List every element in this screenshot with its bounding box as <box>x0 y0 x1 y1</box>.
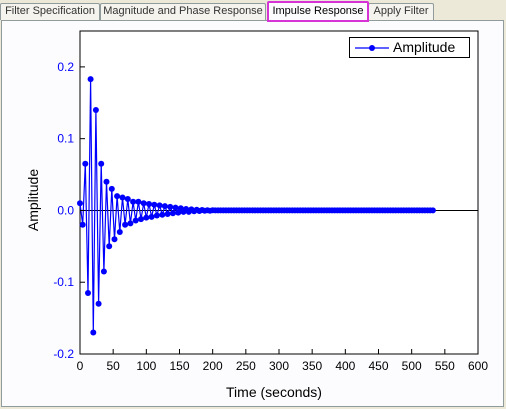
data-point <box>164 211 171 217</box>
x-tick-label: 100 <box>136 359 156 373</box>
x-tick-label: 0 <box>77 359 84 373</box>
tab-impulse-response[interactable]: Impulse Response <box>267 1 369 22</box>
tab-bar: Filter Specification Magnitude and Phase… <box>0 0 506 22</box>
x-tick-label: 500 <box>402 359 422 373</box>
data-point <box>114 193 121 200</box>
data-point <box>151 201 158 208</box>
x-tick-label: 150 <box>169 359 189 373</box>
data-point <box>153 212 160 219</box>
data-point <box>140 200 147 207</box>
data-point <box>82 160 89 167</box>
data-point <box>95 300 102 307</box>
data-point <box>156 202 163 209</box>
data-point <box>103 178 110 185</box>
data-point <box>132 217 139 224</box>
x-axis-label: Time (seconds) <box>226 384 322 400</box>
data-point <box>130 198 137 205</box>
x-tick-label: 400 <box>335 359 355 373</box>
x-tick-label: 550 <box>435 359 455 373</box>
data-point <box>106 243 113 250</box>
y-tick-label: -0.2 <box>53 347 74 361</box>
data-point <box>146 201 152 207</box>
data-point <box>100 268 107 275</box>
data-point <box>172 204 179 211</box>
x-tick-label: 250 <box>236 359 256 373</box>
tab-filter-specification[interactable]: Filter Specification <box>0 3 100 20</box>
x-tick-label: 350 <box>302 359 322 373</box>
data-point <box>169 210 176 217</box>
legend-entry-amplitude: Amplitude <box>393 39 456 55</box>
x-tick-label: 450 <box>368 359 388 373</box>
data-point <box>98 160 105 167</box>
data-point <box>85 290 91 296</box>
y-axis-label: Amplitude <box>25 169 41 231</box>
data-point <box>87 76 94 83</box>
data-point <box>148 213 155 220</box>
data-point <box>122 221 129 228</box>
axis-layer: 0 50 100 150 200 250 300 350 400 450 500 550 600 -0.2… <box>53 60 488 373</box>
data-point <box>127 220 134 227</box>
tab-magnitude-and-phase-response[interactable]: Magnitude and Phase Response <box>100 3 266 20</box>
data-point <box>77 200 83 207</box>
legend-marker-icon <box>355 45 389 51</box>
x-tick-label: 200 <box>203 359 223 373</box>
y-tick-label: -0.1 <box>53 275 74 289</box>
data-point <box>161 203 168 210</box>
data-point <box>116 229 123 235</box>
tab-apply-filter[interactable]: Apply Filter <box>368 3 434 20</box>
data-point <box>167 203 174 210</box>
data-point <box>143 214 150 221</box>
y-tick-label: 0.1 <box>57 132 74 146</box>
x-tick-label: 600 <box>468 359 488 373</box>
data-point <box>124 196 131 202</box>
data-point <box>90 329 97 336</box>
y-tick-label: 0.0 <box>57 203 74 217</box>
data-point <box>159 211 166 218</box>
data-point <box>138 216 144 223</box>
data-point <box>111 236 118 243</box>
x-tick-label: 300 <box>269 359 289 373</box>
data-point <box>175 209 182 216</box>
data-point <box>135 198 142 205</box>
legend: Amplitude <box>349 37 470 58</box>
y-tick-label: 0.2 <box>57 60 74 74</box>
data-point <box>429 207 436 214</box>
data-point <box>79 221 86 228</box>
series-layer <box>77 76 478 336</box>
data-point <box>92 107 99 113</box>
x-tick-label: 50 <box>106 359 120 373</box>
data-point <box>119 194 126 201</box>
plot-frame <box>79 30 479 355</box>
data-point <box>108 185 115 192</box>
